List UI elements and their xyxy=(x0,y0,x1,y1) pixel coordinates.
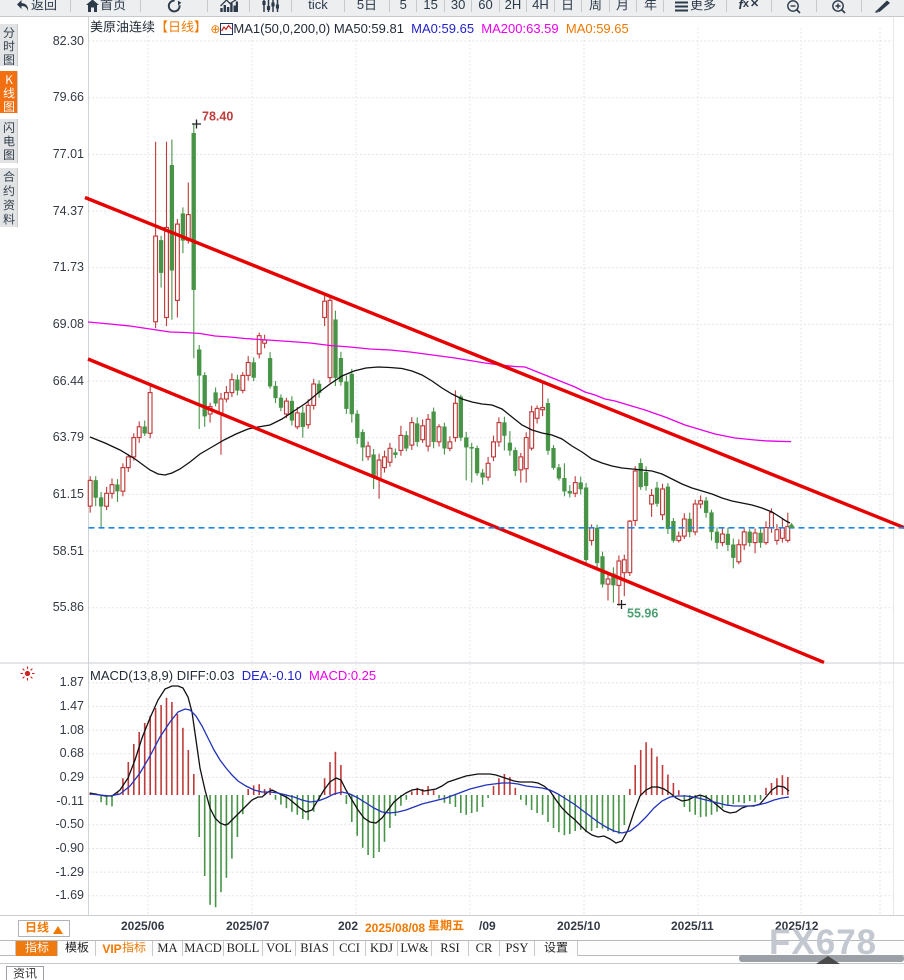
svg-text:55.96: 55.96 xyxy=(627,607,658,621)
svg-text:78.40: 78.40 xyxy=(202,110,233,124)
